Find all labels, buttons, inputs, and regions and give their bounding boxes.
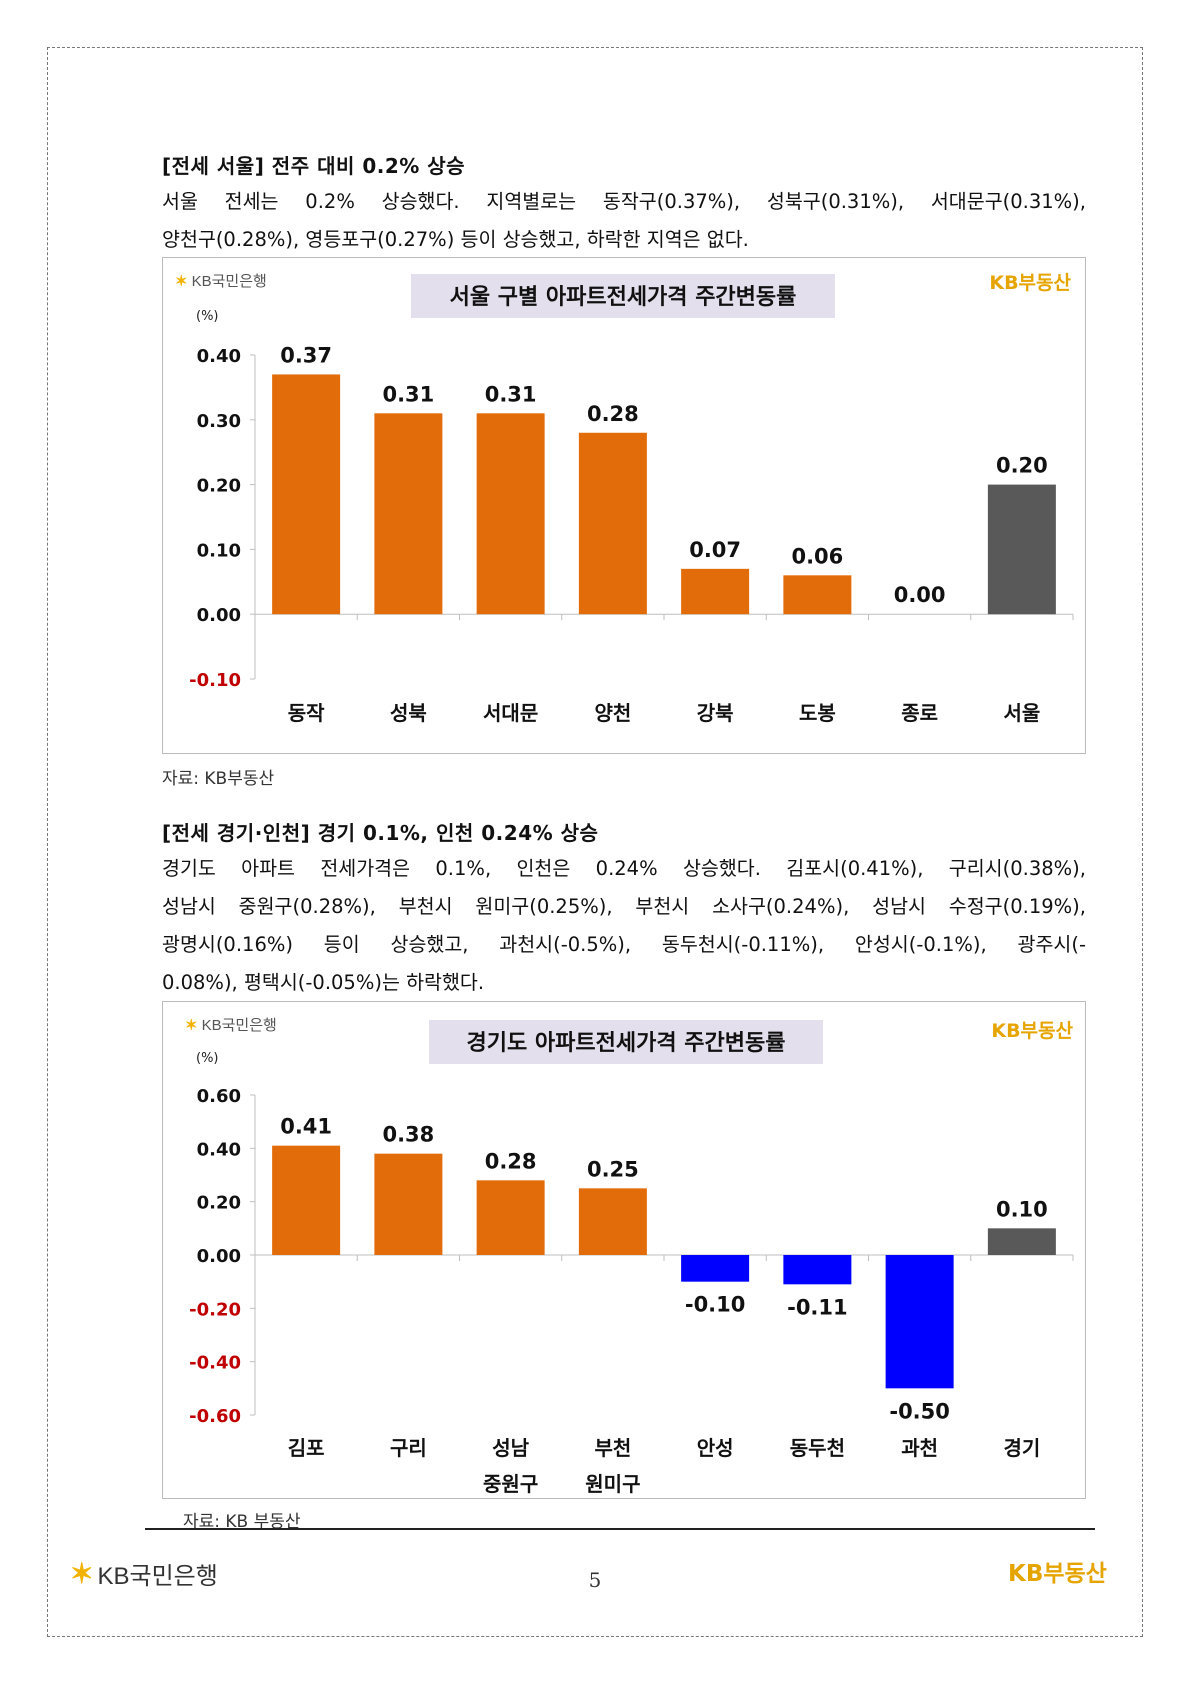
bar xyxy=(374,413,443,615)
kb-bank-logo: ✶ KB국민은행 xyxy=(185,1016,277,1035)
category-label: 성북 xyxy=(390,701,427,725)
data-label: 0.28 xyxy=(485,1149,537,1173)
y-tick-label: 0.60 xyxy=(197,1086,241,1107)
data-label: 0.07 xyxy=(689,538,741,562)
chart-title-text: 경기도 아파트전세가격 주간변동률 xyxy=(467,1031,786,1056)
paragraph-line: 성남시 중원구(0.28%), 부천시 원미구(0.25%), 부천시 소사구(… xyxy=(162,895,1086,918)
kb-star-icon: ✶ xyxy=(185,1016,198,1034)
bar xyxy=(578,1188,647,1255)
y-tick-label: 0.40 xyxy=(197,1139,241,1160)
category-label: 구리 xyxy=(390,1436,427,1460)
data-label: 0.28 xyxy=(587,402,639,426)
data-label: 0.31 xyxy=(382,382,434,406)
data-label: 0.10 xyxy=(996,1197,1048,1221)
data-label: 0.06 xyxy=(791,544,843,568)
chart-title-text: 서울 구별 아파트전세가격 주간변동률 xyxy=(450,285,797,310)
data-label: 0.41 xyxy=(280,1115,332,1139)
y-tick-label: 0.40 xyxy=(197,346,241,367)
y-tick-label: -0.20 xyxy=(189,1299,241,1320)
data-label: 0.25 xyxy=(587,1157,639,1181)
gyeonggi-bar-chart: 경기도 아파트전세가격 주간변동률 (%) 0.60 0.40 0.20 0.00 -0.2… xyxy=(189,1020,1074,1496)
kb-star-icon: ✶ xyxy=(175,272,188,290)
paragraph-line: 광명시(0.16%) 등이 상승했고, 과천시(-0.5%), 동두천시(-0.… xyxy=(162,933,1086,956)
y-tick-label: -0.60 xyxy=(189,1406,241,1427)
category-label: 양천 xyxy=(594,701,631,725)
footer-kb-realestate-logo: KB부동산 xyxy=(1008,1561,1107,1587)
chart-title: 경기도 아파트전세가격 주간변동률 xyxy=(429,1020,823,1064)
category-label: 경기 xyxy=(1003,1436,1040,1460)
kb-bank-logo: ✶ KB국민은행 xyxy=(175,272,267,291)
section1-paragraph: 서울 전세는 0.2% 상승했다. 지역별로는 동작구(0.37%), 성북구(… xyxy=(162,183,1086,259)
section1-source: 자료: KB부동산 xyxy=(162,769,275,789)
bar xyxy=(783,1255,852,1285)
bar xyxy=(783,575,852,615)
seoul-chart: ✶ KB국민은행 KB부동산 서울 구별 아파트전세가격 주간변동률 (%) 0.4… xyxy=(162,257,1086,754)
kb-realestate-logo: KB부동산 xyxy=(989,272,1071,294)
seoul-bar-chart: 서울 구별 아파트전세가격 주간변동률 (%) 0.40 0.30 0.20 0.10 0.… xyxy=(189,274,1074,725)
data-label: 0.00 xyxy=(894,583,946,607)
bar xyxy=(987,484,1056,615)
category-label: 서울 xyxy=(1003,701,1040,725)
data-label: 0.31 xyxy=(485,382,537,406)
y-tick-label: 0.30 xyxy=(197,411,241,432)
paragraph-line: 경기도 아파트 전세가격은 0.1%, 인천은 0.24% 상승했다. 김포시(… xyxy=(162,857,1086,880)
chart-title: 서울 구별 아파트전세가격 주간변동률 xyxy=(411,274,835,318)
category-label: 도봉 xyxy=(799,701,836,725)
bar xyxy=(374,1153,443,1255)
section2-paragraph: 경기도 아파트 전세가격은 0.1%, 인천은 0.24% 상승했다. 김포시(… xyxy=(162,850,1086,1002)
y-tick-label: 0.20 xyxy=(197,1193,241,1214)
kb-star-icon: ✶ xyxy=(70,1558,94,1589)
paragraph-line: 0.08%), 평택시(-0.05%)는 하락했다. xyxy=(162,971,485,994)
y-tick-label: 0.20 xyxy=(197,476,241,497)
section2-source: 자료: KB 부동산 xyxy=(183,1512,301,1532)
page-number: 5 xyxy=(588,1568,602,1592)
paragraph-line: 서울 전세는 0.2% 상승했다. 지역별로는 동작구(0.37%), 성북구(… xyxy=(162,190,1086,213)
category-label: 안성 xyxy=(697,1436,734,1460)
bar xyxy=(987,1228,1056,1255)
gyeonggi-chart: ✶ KB국민은행 KB부동산 경기도 아파트전세가격 주간변동률 (%) 0.60 0… xyxy=(162,1001,1086,1499)
footer-kb-bank-logo: ✶ KB국민은행 xyxy=(70,1558,218,1590)
chart-title-background xyxy=(429,1020,823,1064)
y-axis-unit: (%) xyxy=(196,1051,219,1066)
bar xyxy=(681,568,750,615)
data-label: -0.10 xyxy=(685,1293,746,1317)
category-label: 과천 xyxy=(901,1436,938,1460)
bar xyxy=(272,1145,341,1255)
y-tick-label: 0.00 xyxy=(197,605,241,626)
category-label: 원미구 xyxy=(585,1472,640,1496)
bar xyxy=(885,1255,954,1389)
data-label: 0.20 xyxy=(996,454,1048,478)
data-label: -0.11 xyxy=(787,1295,848,1319)
y-tick-label: 0.10 xyxy=(197,540,241,561)
category-label: 동두천 xyxy=(790,1436,845,1460)
kb-realestate-logo: KB부동산 xyxy=(991,1020,1073,1042)
y-axis-unit: (%) xyxy=(196,309,219,324)
y-tick-label: 0.00 xyxy=(197,1246,241,1267)
category-label: 동작 xyxy=(288,701,325,725)
paragraph-line: 양천구(0.28%), 영등포구(0.27%) 등이 상승했고, 하락한 지역은… xyxy=(162,228,749,251)
category-label: 서대문 xyxy=(483,701,538,725)
section1-heading: [전세 서울] 전주 대비 0.2% 상승 xyxy=(162,154,466,178)
page-frame xyxy=(47,47,1143,1637)
category-label: 성남 xyxy=(492,1436,529,1460)
bar xyxy=(272,374,341,615)
chart-title-background xyxy=(411,274,835,318)
bar xyxy=(476,413,545,615)
data-label: -0.50 xyxy=(889,1399,950,1423)
bar xyxy=(476,1180,545,1255)
y-tick-label: -0.40 xyxy=(189,1353,241,1374)
category-label: 종로 xyxy=(901,701,938,725)
footer-rule xyxy=(145,1528,1095,1530)
data-label: 0.38 xyxy=(382,1123,434,1147)
bar xyxy=(681,1255,750,1282)
data-label: 0.37 xyxy=(280,343,332,367)
bar xyxy=(578,432,647,615)
section2-heading: [전세 경기·인천] 경기 0.1%, 인천 0.24% 상승 xyxy=(162,821,599,845)
category-label: 중원구 xyxy=(483,1472,538,1496)
category-label: 부천 xyxy=(594,1436,631,1460)
y-tick-label: -0.10 xyxy=(189,670,241,691)
category-label: 김포 xyxy=(288,1436,325,1460)
category-label: 강북 xyxy=(697,701,734,725)
